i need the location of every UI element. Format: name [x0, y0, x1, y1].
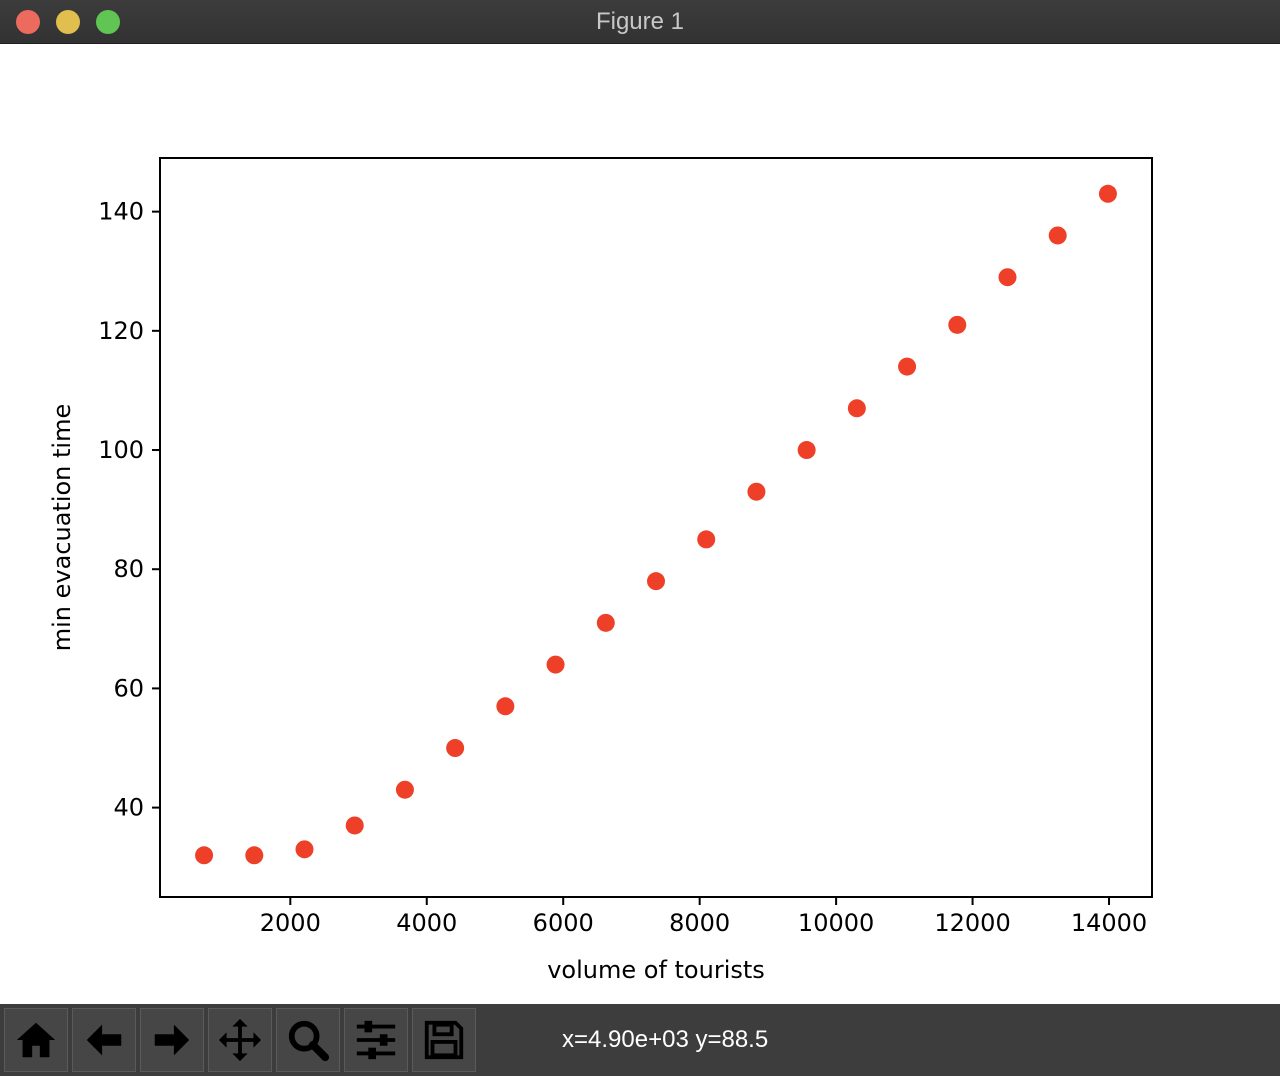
data-point: [496, 697, 515, 716]
arrow-right-icon: [154, 1024, 190, 1056]
magnifier-icon: [288, 1020, 330, 1062]
figure-canvas[interactable]: 2000 4000 6000 8000 10000 12000 14000 40 60 80 10…: [0, 44, 1280, 1004]
window-titlebar: Figure 1: [0, 0, 1280, 44]
forward-button[interactable]: [140, 1008, 204, 1072]
y-axis: 40 60 80 100 120 140: [98, 198, 160, 822]
configure-subplots-button[interactable]: [344, 1008, 408, 1072]
sliders-icon: [356, 1020, 396, 1060]
x-axis: 2000 4000 6000 8000 10000 12000 14000: [260, 897, 1147, 937]
y-tick-label: 40: [113, 794, 144, 822]
save-button[interactable]: [412, 1008, 476, 1072]
data-point: [998, 268, 1017, 287]
home-icon: [16, 1022, 56, 1058]
data-point: [395, 780, 414, 799]
scatter-chart: 2000 4000 6000 8000 10000 12000 14000 40 60 80 10…: [48, 157, 1153, 984]
data-point: [295, 840, 314, 859]
x-tick-label: 2000: [260, 909, 321, 937]
y-tick-label: 60: [113, 674, 144, 702]
move-icon: [218, 1018, 262, 1062]
data-point: [446, 739, 465, 758]
data-point: [747, 482, 766, 501]
window-title: Figure 1: [595, 8, 685, 35]
data-point: [898, 357, 917, 376]
y-tick-label: 100: [98, 436, 144, 464]
data-point: [345, 816, 364, 835]
data-point: [1098, 184, 1117, 203]
arrow-left-icon: [86, 1024, 122, 1056]
x-tick-label: 10000: [798, 909, 874, 937]
maximize-window-button[interactable]: [96, 10, 120, 34]
data-point: [546, 655, 565, 674]
data-point: [647, 572, 665, 591]
y-tick-label: 80: [113, 555, 144, 583]
data-points: [195, 184, 1117, 865]
x-tick-label: 12000: [934, 909, 1010, 937]
data-point: [948, 315, 967, 334]
data-point: [245, 846, 264, 865]
floppy-disk-icon: [424, 1020, 464, 1060]
y-tick-label: 140: [98, 198, 144, 226]
data-point: [596, 613, 615, 632]
x-axis-label: volume of tourists: [547, 956, 765, 984]
zoom-button[interactable]: [276, 1008, 340, 1072]
x-tick-label: 4000: [396, 909, 457, 937]
navigation-toolbar: [0, 1004, 1280, 1076]
plot-frame: [159, 157, 1153, 898]
data-point: [797, 441, 816, 460]
x-tick-label: 14000: [1071, 909, 1147, 937]
data-point: [195, 846, 214, 865]
close-window-button[interactable]: [16, 10, 40, 34]
back-button[interactable]: [72, 1008, 136, 1072]
minimize-window-button[interactable]: [56, 10, 80, 34]
cursor-coordinates: x=4.90e+03 y=88.5: [562, 1026, 769, 1053]
data-point: [1048, 226, 1067, 245]
home-button[interactable]: [4, 1008, 68, 1072]
x-tick-label: 8000: [669, 909, 730, 937]
y-tick-label: 120: [98, 317, 144, 345]
data-point: [697, 530, 716, 549]
pan-button[interactable]: [208, 1008, 272, 1072]
data-point: [847, 399, 866, 418]
x-tick-label: 6000: [533, 909, 594, 937]
y-axis-label: min evacuation time: [48, 404, 76, 652]
